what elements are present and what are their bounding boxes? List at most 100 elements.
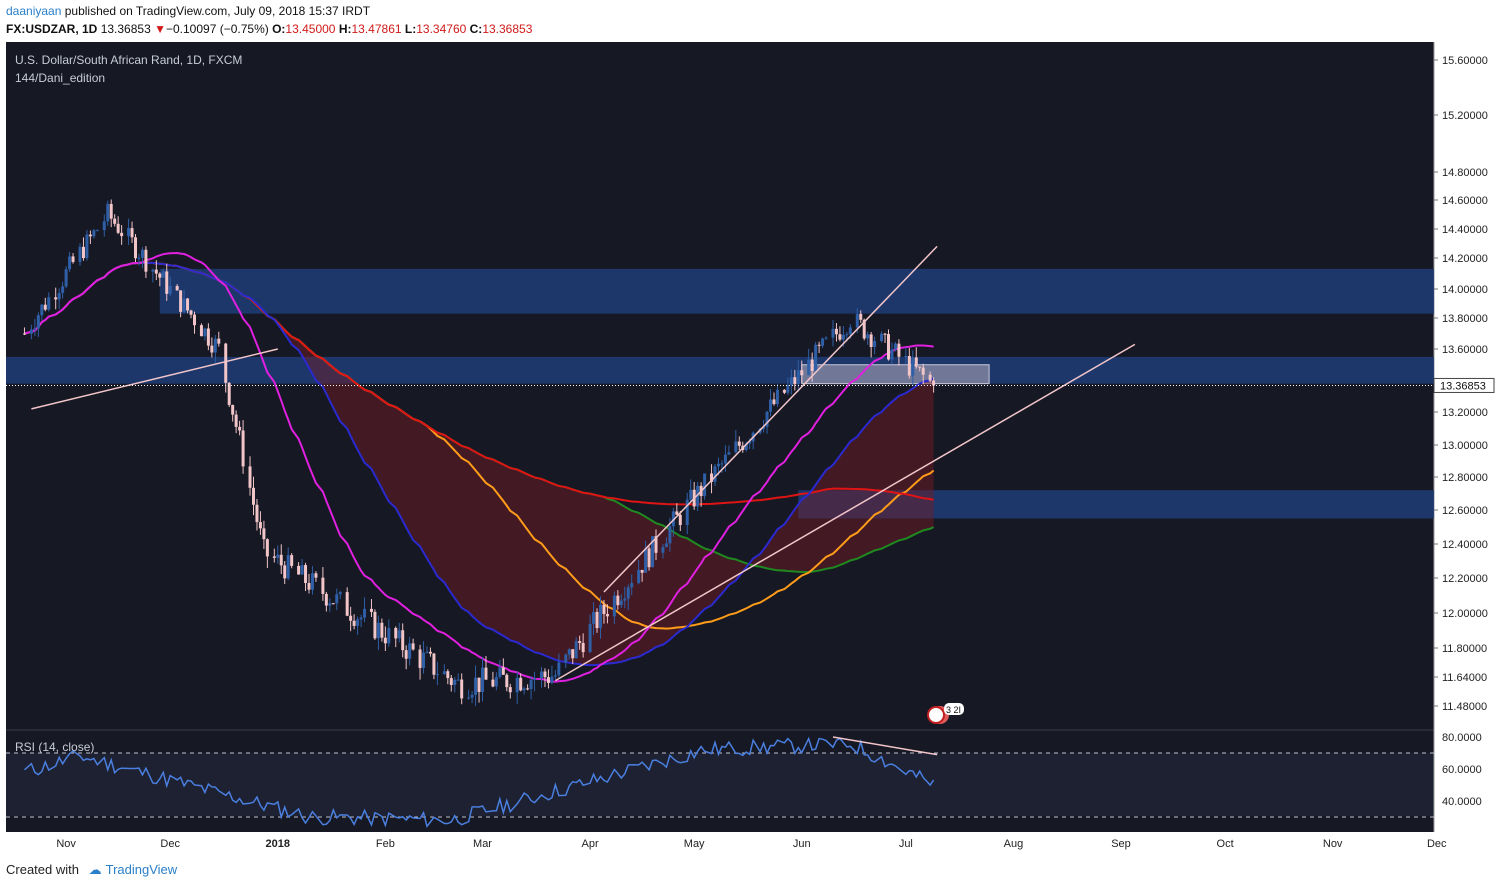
candle-body (477, 677, 481, 692)
trendline-channel[interactable] (603, 245, 938, 593)
candle-body (793, 377, 797, 385)
footer: Created with ☁ TradingView (6, 862, 177, 878)
symbol-line: FX:USDZAR, 1D 13.36853 ▼−0.10097 (−0.75%… (6, 22, 532, 36)
candle-body (113, 218, 117, 224)
candle-body (279, 554, 283, 566)
trendline-early[interactable] (31, 348, 278, 410)
candle-body (33, 328, 37, 330)
candle-body (432, 653, 436, 675)
chart-area[interactable]: 15.60000 15.20000 14.80000 14.60000 14.40000… (0, 42, 1498, 854)
candle-body (710, 473, 714, 482)
candle-body (914, 357, 918, 367)
candle-body (88, 234, 92, 237)
candle-body (345, 592, 349, 616)
candle-body (529, 679, 533, 690)
candle-body (95, 230, 99, 232)
candle-body (442, 671, 446, 675)
candle-body (102, 221, 106, 231)
candle-body (564, 654, 568, 663)
candle-body (772, 399, 776, 405)
candle-body (224, 343, 228, 383)
candle-body (668, 526, 672, 544)
price-tick-label: 14.00000 (1442, 284, 1488, 296)
time-axis[interactable] (6, 832, 1434, 854)
candle-body (168, 285, 172, 294)
candle-body (664, 543, 668, 548)
candle-body (786, 384, 790, 393)
price-tick-label: 13.60000 (1442, 344, 1488, 356)
author-link[interactable]: daaniyaan (6, 4, 62, 18)
rsi-divergence-line[interactable] (832, 736, 938, 756)
candle-body (401, 630, 405, 651)
candle-body (602, 604, 606, 614)
price-tick-label: 14.40000 (1442, 224, 1488, 236)
time-tick-label: Aug (1004, 838, 1024, 850)
price-tick-label: 12.20000 (1442, 573, 1488, 585)
candle-body (179, 290, 183, 312)
candle-body (109, 203, 113, 219)
candle-body (43, 304, 47, 310)
time-tick-label: Dec (160, 838, 180, 850)
price-tick-label: 13.80000 (1442, 313, 1488, 325)
candle-body (515, 677, 519, 693)
candle-body (834, 328, 838, 335)
candle-body (734, 441, 738, 453)
candle-body (61, 286, 65, 293)
candle-body (262, 528, 266, 540)
candle-body (508, 687, 512, 693)
candle-body (446, 671, 450, 679)
candle-body (501, 667, 505, 675)
candle-body (248, 466, 252, 488)
candle-body (689, 489, 693, 500)
candle-body (47, 297, 51, 310)
candle-body (300, 565, 304, 575)
candle-body (290, 555, 294, 566)
time-tick-label: 2018 (266, 838, 290, 850)
candle-body (553, 675, 557, 677)
candle-body (338, 592, 342, 595)
created-with: Created with (6, 862, 79, 877)
candle-body (578, 641, 582, 643)
candle-body (165, 271, 169, 294)
open-value: 13.45000 (285, 22, 336, 36)
candle-body (810, 359, 814, 371)
candle-body (685, 499, 689, 526)
plot-background (6, 42, 1434, 832)
candle-body (460, 679, 464, 699)
zone-3 (801, 364, 990, 385)
candle-body (272, 556, 276, 558)
candle-body (474, 677, 478, 695)
rsi-tick-label: 80.0000 (1442, 732, 1482, 744)
price-tick-label: 12.00000 (1442, 608, 1488, 620)
candle-body (241, 430, 245, 467)
price-tick-label: 15.20000 (1442, 110, 1488, 122)
candle-body (71, 256, 75, 262)
price-tick-label: 15.60000 (1442, 55, 1488, 67)
tradingview-link[interactable]: TradingView (105, 862, 178, 877)
candle-body (64, 269, 68, 287)
candle-body (92, 230, 96, 237)
candle-body (616, 595, 620, 606)
candle-body (581, 642, 585, 653)
candle-body (449, 678, 453, 685)
candle-body (550, 676, 554, 683)
candle-body (574, 641, 578, 659)
rsi-label: RSI (14, close) (15, 740, 94, 754)
candle-body (890, 349, 894, 360)
candle-body (775, 389, 779, 405)
economic-event-badge[interactable]: 3 2I (927, 703, 964, 724)
candle-body (81, 246, 85, 259)
high-label: H: (338, 22, 352, 36)
candle-body (831, 328, 835, 338)
candle-body (425, 651, 429, 653)
change: −0.10097 (−0.75%) (165, 22, 269, 36)
candle-body (619, 600, 623, 606)
trendline-support[interactable] (555, 343, 1136, 682)
candle-body (154, 269, 158, 274)
candle-body (144, 249, 148, 272)
candle-body (769, 399, 773, 412)
time-tick-label: Jun (793, 838, 811, 850)
candle-body (206, 328, 210, 346)
price-axis[interactable] (1434, 42, 1498, 854)
candle-body (640, 569, 644, 573)
